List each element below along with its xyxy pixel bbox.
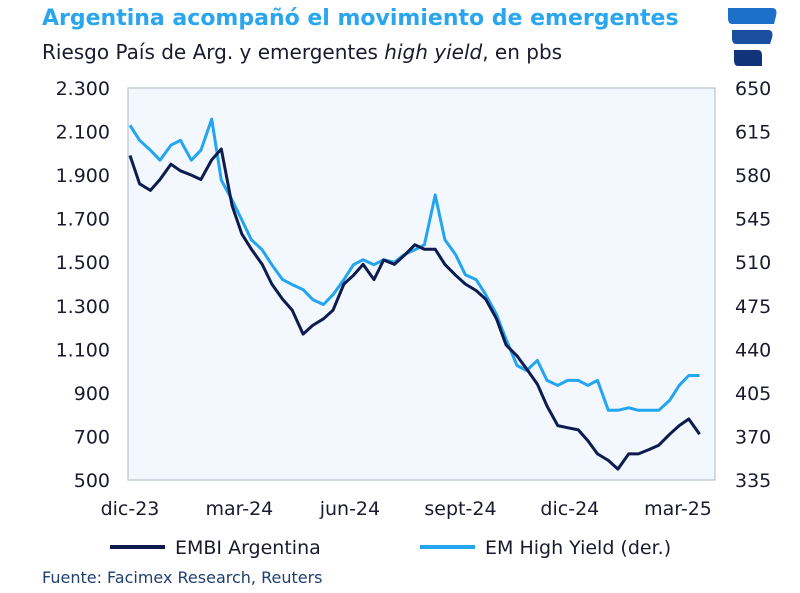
y-left-tick-label: 1.300 bbox=[56, 296, 110, 318]
y-left-tick-label: 2.100 bbox=[56, 122, 110, 144]
y-right-tick-label: 580 bbox=[735, 165, 771, 187]
y-left-tick-label: 1.900 bbox=[56, 165, 110, 187]
y-left-tick-label: 700 bbox=[74, 426, 110, 448]
y-left-tick-label: 900 bbox=[74, 383, 110, 405]
x-tick-label: dic-23 bbox=[101, 498, 160, 520]
y-right-tick-label: 370 bbox=[735, 426, 771, 448]
y-right-tick-label: 650 bbox=[735, 78, 771, 100]
x-tick-label: mar-25 bbox=[644, 498, 712, 520]
series-line-hy bbox=[128, 117, 700, 412]
y-left-tick-label: 1.100 bbox=[56, 339, 110, 361]
y-right-tick-label: 335 bbox=[735, 470, 771, 492]
y-right-tick-label: 615 bbox=[735, 122, 771, 144]
subtitle-text: Riesgo País de Arg. y emergentes bbox=[42, 40, 385, 64]
x-tick-label: sept-24 bbox=[424, 498, 496, 520]
plot-area bbox=[127, 87, 716, 481]
subtitle-suffix: , en pbs bbox=[482, 40, 563, 64]
x-tick-label: mar-24 bbox=[205, 498, 273, 520]
subtitle-italic: high yield bbox=[384, 40, 483, 64]
chart-title: Argentina acompañó el movimiento de emer… bbox=[42, 6, 679, 31]
y-left-tick-label: 500 bbox=[74, 470, 110, 492]
y-right-tick-label: 405 bbox=[735, 383, 771, 405]
series-line-embi bbox=[128, 147, 701, 471]
x-tick-label: dic-24 bbox=[540, 498, 599, 520]
y-right-tick-label: 440 bbox=[735, 339, 771, 361]
chart-subtitle: Riesgo País de Arg. y emergentes high yi… bbox=[42, 40, 562, 64]
y-right-tick-label: 475 bbox=[735, 296, 771, 318]
legend-label: EMBI Argentina bbox=[175, 537, 321, 559]
y-left-tick-label: 1.500 bbox=[56, 252, 110, 274]
y-left-tick-label: 1.700 bbox=[56, 209, 110, 231]
y-right-tick-label: 545 bbox=[735, 209, 771, 231]
facimex-logo-icon bbox=[728, 8, 777, 66]
legend-label: EM High Yield (der.) bbox=[485, 537, 671, 559]
y-left-tick-label: 2.300 bbox=[56, 78, 110, 100]
y-right-tick-label: 510 bbox=[735, 252, 771, 274]
chart-source: Fuente: Facimex Research, Reuters bbox=[42, 568, 323, 587]
x-tick-label: jun-24 bbox=[319, 498, 380, 520]
